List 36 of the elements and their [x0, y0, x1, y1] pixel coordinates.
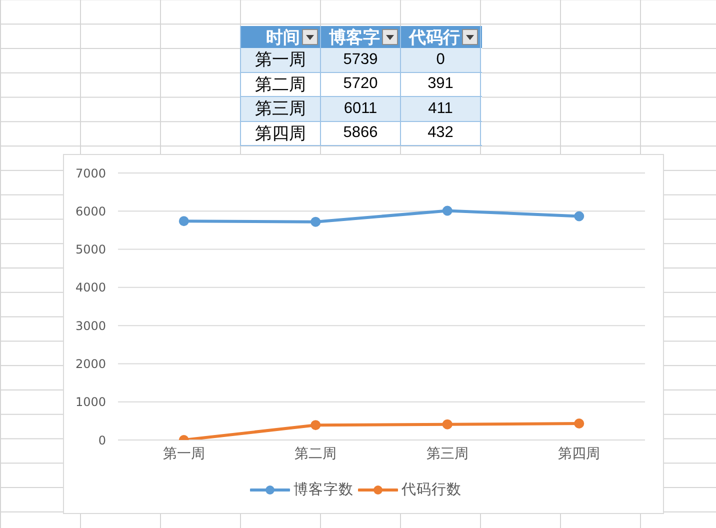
point — [574, 418, 584, 429]
y-tick-label: 5000 — [75, 242, 106, 257]
data-label: 5720 — [321, 72, 401, 96]
point — [442, 206, 452, 216]
y-tick-label: 6000 — [75, 204, 106, 218]
data-label: 5739 — [321, 48, 401, 72]
data-label: 432 — [401, 122, 481, 145]
data-label: 411 — [401, 97, 481, 120]
x-tick-label: 第三周 — [426, 446, 468, 462]
series-label: 博客字 — [329, 26, 380, 48]
data-label: 391 — [401, 72, 481, 96]
point — [178, 216, 189, 226]
series-label: 代码行 — [409, 26, 460, 48]
point — [310, 216, 321, 227]
text: 时间 — [266, 26, 300, 48]
y-tick-label: 2000 — [75, 356, 106, 371]
legend-label: 代码行数 — [402, 481, 462, 499]
data-label: 6011 — [321, 97, 401, 120]
point — [310, 420, 321, 430]
category-label: 第四周 — [241, 122, 321, 145]
y-tick-label: 3000 — [75, 318, 106, 333]
x-tick-label: 第二周 — [294, 446, 337, 462]
data-label: 0 — [401, 48, 481, 72]
category-label: 第二周 — [241, 72, 321, 96]
data-label: 5866 — [321, 122, 401, 145]
category-label: 第三周 — [241, 97, 321, 120]
x-tick-label: 第一周 — [162, 446, 205, 462]
point — [574, 211, 584, 222]
point — [442, 419, 452, 430]
category-label: 第一周 — [241, 48, 321, 72]
y-tick-label: 7000 — [75, 166, 106, 180]
y-tick-label: 1000 — [75, 395, 106, 410]
x-tick-label: 第四周 — [558, 446, 600, 462]
y-tick-label: 0 — [98, 433, 106, 448]
legend-label: 博客字数 — [294, 480, 354, 499]
y-tick-label: 4000 — [75, 280, 106, 295]
